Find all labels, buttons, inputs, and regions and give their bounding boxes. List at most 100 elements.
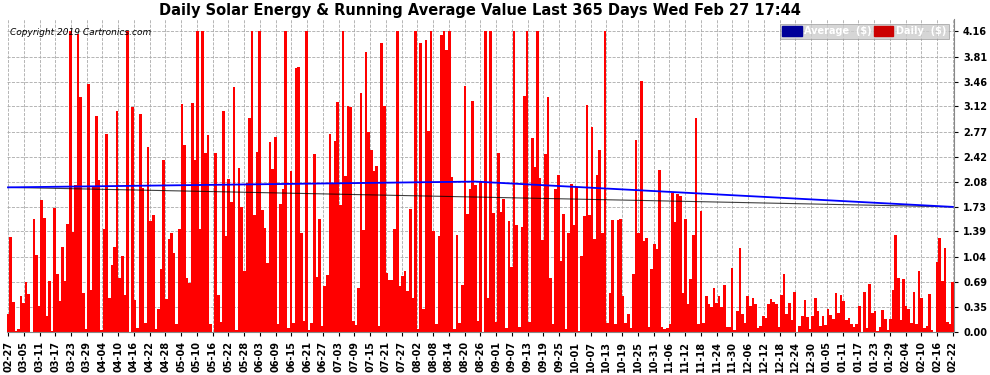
Bar (689, 279, 692, 332)
Bar (762, 316, 764, 332)
Bar (793, 291, 796, 332)
Bar (492, 213, 495, 332)
Bar (921, 298, 923, 332)
Bar (66, 225, 69, 332)
Bar (292, 322, 295, 332)
Bar (438, 236, 441, 332)
Bar (474, 185, 476, 332)
Bar (207, 135, 209, 332)
Bar (684, 219, 687, 332)
Bar (666, 328, 668, 332)
Bar (887, 330, 889, 332)
Bar (510, 267, 513, 332)
Bar (321, 327, 324, 332)
Bar (305, 31, 308, 332)
Bar (742, 314, 743, 332)
Bar (274, 138, 276, 332)
Bar (544, 154, 546, 332)
Bar (508, 221, 510, 332)
Bar (876, 331, 879, 332)
Bar (559, 261, 562, 332)
Bar (788, 303, 791, 332)
Bar (183, 145, 186, 332)
Bar (866, 328, 868, 332)
Bar (380, 43, 383, 332)
Bar (622, 296, 625, 332)
Bar (63, 281, 66, 332)
Bar (489, 31, 492, 332)
Bar (326, 275, 329, 332)
Bar (455, 236, 458, 332)
Bar (238, 168, 241, 332)
Bar (253, 215, 255, 332)
Bar (858, 306, 860, 332)
Bar (140, 114, 142, 332)
Bar (812, 316, 814, 332)
Bar (201, 31, 204, 332)
Bar (814, 298, 817, 332)
Bar (889, 320, 892, 332)
Bar (902, 279, 905, 332)
Bar (339, 205, 342, 332)
Bar (33, 219, 36, 332)
Bar (585, 105, 588, 332)
Bar (817, 311, 819, 332)
Bar (567, 233, 570, 332)
Bar (243, 271, 246, 332)
Bar (674, 222, 676, 332)
Bar (121, 256, 124, 332)
Bar (428, 131, 430, 332)
Bar (186, 278, 188, 332)
Bar (58, 301, 61, 332)
Bar (549, 278, 551, 332)
Bar (941, 281, 943, 332)
Bar (98, 180, 100, 332)
Bar (367, 132, 370, 332)
Bar (681, 293, 684, 332)
Bar (370, 150, 372, 332)
Bar (479, 181, 482, 332)
Bar (777, 327, 780, 332)
Bar (731, 268, 734, 332)
Bar (562, 214, 564, 332)
Bar (593, 239, 596, 332)
Bar (702, 322, 705, 332)
Bar (71, 232, 74, 332)
Bar (53, 208, 56, 332)
Bar (871, 313, 873, 332)
Bar (825, 325, 827, 332)
Bar (943, 248, 946, 332)
Bar (12, 302, 15, 332)
Bar (835, 293, 838, 332)
Bar (497, 153, 500, 332)
Bar (263, 228, 266, 332)
Bar (87, 84, 90, 332)
Bar (354, 325, 357, 332)
Bar (653, 244, 655, 332)
Bar (295, 68, 297, 332)
Bar (913, 292, 915, 332)
Bar (217, 294, 220, 332)
Bar (399, 286, 401, 332)
Bar (855, 324, 858, 332)
Bar (466, 214, 468, 332)
Bar (23, 303, 25, 332)
Bar (476, 321, 479, 332)
Bar (542, 240, 544, 332)
Bar (25, 282, 28, 332)
Bar (134, 300, 137, 332)
Bar (191, 103, 194, 332)
Bar (640, 81, 643, 332)
Bar (767, 304, 770, 332)
Bar (7, 315, 9, 332)
Bar (236, 330, 238, 332)
Bar (863, 292, 866, 332)
Bar (447, 31, 450, 332)
Bar (926, 326, 928, 332)
Bar (103, 229, 105, 332)
Bar (526, 31, 529, 332)
Bar (754, 304, 756, 332)
Bar (534, 167, 537, 332)
Bar (396, 31, 399, 332)
Bar (313, 154, 316, 332)
